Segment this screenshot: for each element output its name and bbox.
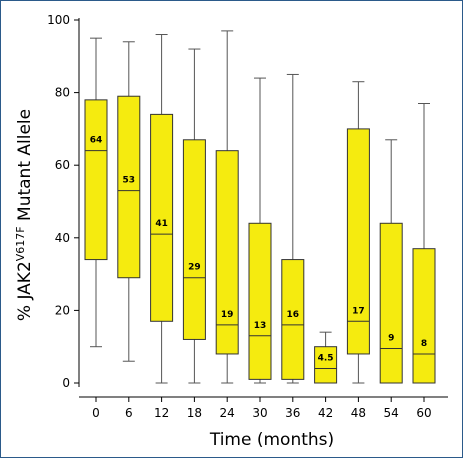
x-tick-label: 12 [154,406,169,420]
box-12: 41 [150,34,174,384]
x-tick-label: 42 [318,406,333,420]
x-tick-label: 18 [187,406,202,420]
x-tick-label: 0 [92,406,100,420]
y-tick-label: 60 [55,158,70,172]
box-30: 13 [248,77,272,384]
box-iqr [346,128,370,355]
box-iqr [281,259,305,380]
box-iqr [215,150,239,355]
y-axis-title-superscript: V617F [14,226,27,261]
median-label: 53 [123,176,136,186]
median-label: 8 [421,339,427,349]
median-label: 64 [90,136,103,146]
box-18: 29 [182,48,206,384]
box-iqr [248,222,272,380]
box-54: 9 [379,139,403,384]
median-label: 41 [155,219,168,229]
median-label: 4.5 [318,353,334,363]
x-tick-label: 30 [252,406,267,420]
y-tick-label: 80 [55,86,70,100]
median-label: 19 [221,310,234,320]
box-iqr [84,99,108,261]
y-axis-title-prefix: % JAK2 [15,261,35,321]
box-60: 8 [412,102,436,384]
box-6: 53 [117,41,141,362]
x-tick-label: 48 [351,406,366,420]
box-iqr [379,222,403,384]
x-tick-label: 6 [125,406,133,420]
box-24: 19 [215,30,239,384]
box-iqr [412,248,436,384]
boxes: 64 53 41 29 19 13 16 4.5 17 9 8 [84,30,436,384]
axes: 0 20 40 60 80 100 0 6 12 18 24 30 36 42 48 54 60 [47,13,448,420]
x-tick-label: 24 [220,406,235,420]
box-42: 4.5 [314,331,338,384]
median-label: 16 [287,310,300,320]
y-tick-label: 0 [62,376,70,390]
y-tick-label: 100 [47,13,70,27]
box-iqr [150,113,174,322]
box-iqr [182,139,206,340]
median-label: 29 [188,263,201,273]
box-iqr [314,346,338,384]
y-axis-title-suffix: Mutant Allele [15,109,35,227]
box-0: 64 [84,37,108,348]
median-label: 13 [254,321,267,331]
median-label: 9 [388,334,394,344]
x-tick-label: 54 [384,406,399,420]
y-axis-title: % JAK2V617F Mutant Allele [14,109,36,321]
box-36: 16 [281,73,305,384]
y-tick-label: 40 [55,231,70,245]
box-iqr [117,95,141,279]
x-tick-label: 60 [416,406,431,420]
x-tick-label: 36 [285,406,300,420]
x-axis-title: Time (months) [209,430,334,450]
median-label: 17 [352,306,365,316]
box-48: 17 [346,81,370,384]
y-tick-label: 20 [55,303,70,317]
